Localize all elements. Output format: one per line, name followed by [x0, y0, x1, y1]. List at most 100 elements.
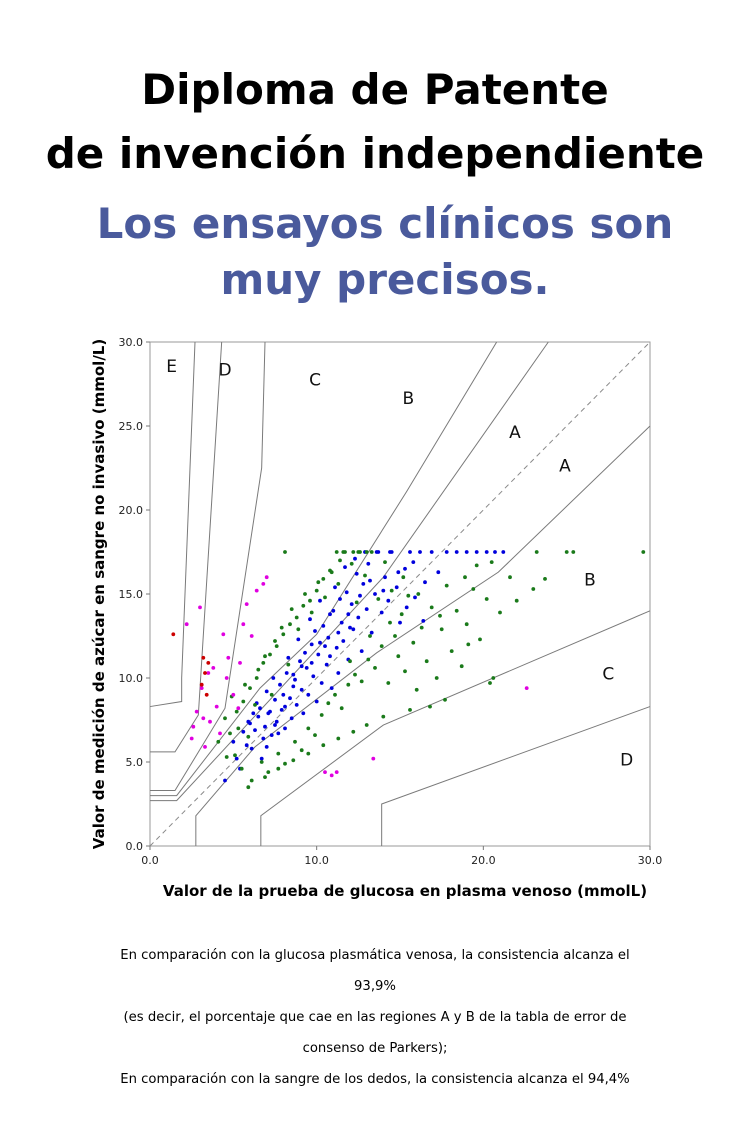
green-data-point [406, 593, 411, 598]
green-data-point [396, 654, 401, 659]
blue-data-point [388, 550, 392, 554]
green-data-point [281, 632, 286, 637]
blue-data-point [354, 571, 359, 576]
green-data-point [259, 760, 264, 764]
green-data-point [249, 778, 254, 783]
blue-data-point [276, 731, 281, 736]
green-data-point [228, 731, 232, 736]
blue-data-point [324, 662, 329, 667]
blue-data-point [248, 721, 252, 726]
blue-data-point [346, 612, 351, 617]
identity-line [149, 341, 651, 847]
magenta-data-point [238, 661, 242, 665]
blue-data-point [408, 550, 412, 554]
footer-line-4: consenso de Parkers); [302, 1041, 448, 1056]
green-data-point [261, 661, 266, 665]
zone-label-e: E [166, 357, 177, 377]
blue-data-point [249, 746, 254, 751]
zone-label-c: C [309, 371, 321, 391]
zone-boundary-line [150, 341, 498, 797]
blue-data-point [299, 687, 304, 692]
green-data-point [319, 713, 324, 717]
blue-data-point [256, 714, 261, 719]
blue-data-point [311, 674, 316, 679]
green-data-point [323, 595, 327, 600]
green-data-point [514, 598, 519, 603]
green-data-point [246, 734, 251, 739]
blue-data-point [304, 666, 309, 670]
green-data-point [366, 657, 371, 662]
green-data-point [309, 610, 314, 615]
blue-data-point [353, 556, 357, 561]
blue-data-point [259, 756, 264, 761]
green-data-point [283, 550, 287, 554]
blue-data-point [396, 570, 401, 575]
green-data-point [416, 592, 421, 596]
green-data-point [254, 676, 259, 680]
green-data-point [376, 597, 381, 601]
green-data-point [274, 644, 279, 648]
green-data-point [248, 686, 252, 690]
blue-data-point [318, 598, 322, 603]
zone-labels: E D C B A A B C D [166, 357, 633, 770]
zone-label-b: B [402, 389, 414, 409]
zone-boundary-line [150, 341, 549, 802]
green-data-point [364, 550, 369, 554]
blue-data-point [501, 550, 506, 554]
y-tick-label: 10.0 [119, 672, 144, 685]
green-data-point [464, 622, 469, 627]
y-tick-label: 5.0 [126, 756, 144, 769]
green-data-point [439, 627, 444, 632]
zone-boundaries [149, 341, 651, 847]
blue-data-point [484, 550, 489, 554]
blue-data-point [273, 723, 277, 727]
green-data-point [353, 672, 357, 677]
green-data-point [444, 583, 449, 588]
x-tick-label: 20.0 [471, 854, 496, 867]
magenta-data-point [236, 706, 241, 711]
blue-data-point [298, 659, 302, 664]
green-data-point [224, 755, 229, 759]
x-axis-label: Valor de la prueba de glucosa en plasma … [163, 882, 647, 900]
blue-data-point [368, 578, 372, 583]
blue-data-point [264, 689, 269, 694]
subtitle-block: Los ensayos clínicos son muy precisos. [0, 196, 750, 308]
blue-data-point [329, 686, 334, 690]
blue-data-point [306, 692, 311, 697]
green-data-point [333, 692, 337, 697]
x-tick-label: 0.0 [141, 854, 159, 867]
green-data-point [454, 608, 459, 613]
green-data-point [239, 766, 244, 771]
blue-data-point [444, 550, 449, 554]
green-data-point [474, 563, 479, 568]
zone-label-d: D [620, 750, 633, 770]
green-data-point [288, 622, 292, 627]
green-data-point [306, 751, 311, 756]
blue-data-point [474, 550, 479, 554]
footer-line-5: En comparación con la sangre de los dedo… [120, 1072, 630, 1087]
blue-data-point [436, 570, 441, 575]
blue-data-point [279, 708, 284, 712]
green-data-point [373, 666, 377, 670]
blue-data-point [394, 585, 399, 590]
green-data-point [389, 588, 394, 593]
green-data-point [339, 706, 344, 711]
green-data-point [256, 667, 261, 672]
y-tick-label: 15.0 [119, 588, 144, 601]
zone-boundary-line [381, 706, 651, 846]
green-data-point [471, 587, 476, 591]
zone-boundary-line [195, 425, 651, 846]
blue-data-point [234, 756, 239, 761]
x-axis-ticks: 0.0 10.0 20.0 30.0 [141, 846, 662, 867]
blue-data-point [244, 743, 249, 748]
green-data-point [449, 649, 454, 653]
magenta-data-point [206, 671, 211, 675]
blue-data-point [404, 605, 409, 610]
magenta-data-point [184, 622, 189, 627]
blue-data-point [333, 585, 337, 590]
green-data-point [334, 550, 339, 554]
magenta-data-point [323, 770, 327, 774]
green-data-point [253, 703, 257, 707]
blue-data-point [403, 566, 407, 571]
magenta-data-point [249, 634, 254, 638]
